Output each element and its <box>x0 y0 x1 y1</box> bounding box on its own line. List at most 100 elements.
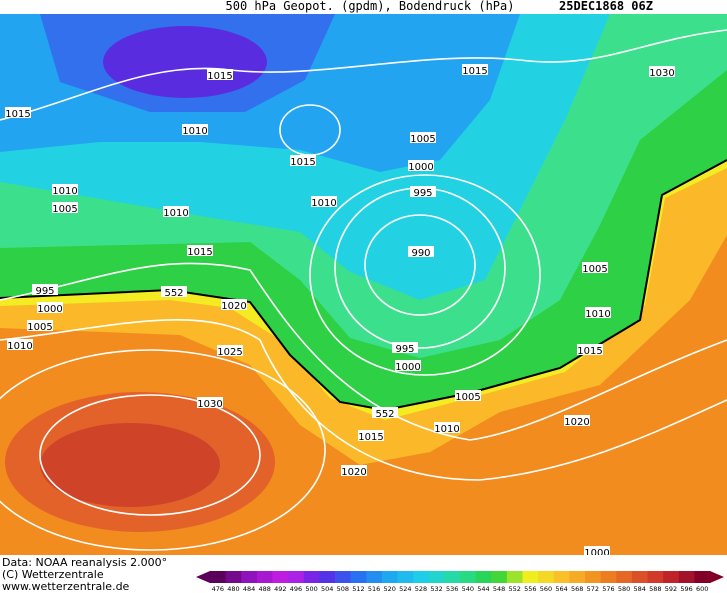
isobar-label: 1010 <box>52 186 77 197</box>
isobar-label-bg <box>392 342 418 353</box>
isobar-label-bg <box>163 206 189 217</box>
isobar-label-bg <box>207 69 233 80</box>
colorbar-segment <box>491 571 508 583</box>
colorbar-label: 528 <box>415 585 427 593</box>
isobar-label-bg <box>197 397 223 408</box>
colorbar-label: 592 <box>665 585 677 593</box>
colorbar-segment <box>678 571 695 583</box>
isobar-label: 1020 <box>221 301 246 312</box>
isobar-label: 995 <box>413 188 432 199</box>
colorbar-segment <box>460 571 477 583</box>
isobar-label: 1010 <box>585 309 610 320</box>
isobar-label: 1015 <box>5 109 30 120</box>
colorbar-segment <box>616 571 633 583</box>
colorbar-arrow-right <box>710 571 724 583</box>
isobar-label: 1015 <box>462 66 487 77</box>
colorbar: 476 480 484 488 492 496 500 504 508 512 516 520 524 5… <box>196 571 724 593</box>
colorbar-label: 544 <box>477 585 489 593</box>
isobar-label: 1015 <box>358 432 383 443</box>
isobar-label-bg <box>7 339 33 350</box>
colorbar-label: 572 <box>587 585 599 593</box>
colorbar-label: 552 <box>508 585 520 593</box>
isobar-label-bg <box>161 286 187 297</box>
colorbar-label: 508 <box>337 585 349 593</box>
isobar-label-bg <box>32 284 58 295</box>
isobar-label: 1010 <box>182 126 207 137</box>
credit-copyright: (C) Wetterzentrale <box>2 568 104 581</box>
isobar-label: 1000 <box>408 162 433 173</box>
isobar-label-bg <box>577 344 603 355</box>
isobar-label-bg <box>372 407 398 418</box>
isobar-label-bg <box>408 160 434 171</box>
colorbar-segment <box>319 571 336 583</box>
colorbar-label: 560 <box>540 585 552 593</box>
colorbar-segment <box>397 571 414 583</box>
isobar-label-bg <box>455 390 481 401</box>
isobar-label: 1005 <box>582 264 607 275</box>
isobar-label-bg <box>52 202 78 213</box>
isobar-label-bg <box>37 302 63 313</box>
colorbar-label: 548 <box>493 585 505 593</box>
isobar-label-bg <box>564 415 590 426</box>
colorbar-label: 480 <box>227 585 239 593</box>
isobar-label: 1020 <box>564 417 589 428</box>
colorbar-label: 520 <box>383 585 395 593</box>
isobar-label: 552 <box>164 288 183 299</box>
isobar-label-bg <box>290 155 316 166</box>
isobar-label: 1010 <box>311 198 336 209</box>
isobar-label-bg <box>52 184 78 195</box>
colorbar-label: 488 <box>258 585 270 593</box>
field-dark-red <box>40 423 220 507</box>
isobar-label: 1020 <box>341 467 366 478</box>
map-title: 500 hPa Geopot. (gpdm), Bodendruck (hPa) <box>226 0 515 13</box>
isobar-label: 1000 <box>584 548 609 559</box>
colorbar-segment <box>256 571 273 583</box>
isobar-label: 1005 <box>410 134 435 145</box>
isobar-label-bg <box>408 246 434 257</box>
isobar-label-bg <box>584 546 610 557</box>
credit-data: Data: NOAA reanalysis 2.000° <box>2 556 167 569</box>
credit-url: www.wetterzentrale.de <box>2 580 130 593</box>
isobar-label-bg <box>341 465 367 476</box>
colorbar-segment <box>428 571 445 583</box>
isobar-label-bg <box>182 124 208 135</box>
colorbar-label: 588 <box>649 585 661 593</box>
isobar-label-bg <box>358 430 384 441</box>
isobar-label-bg <box>5 107 31 118</box>
colorbar-segment <box>225 571 242 583</box>
colorbar-label: 484 <box>243 585 255 593</box>
isobar-label-bg <box>410 186 436 197</box>
isobar-label: 552 <box>375 409 394 420</box>
field-purple <box>103 26 267 98</box>
colorbar-label: 516 <box>368 585 380 593</box>
colorbar-segment <box>381 571 398 583</box>
colorbar-label: 580 <box>618 585 630 593</box>
colorbar-label: 584 <box>633 585 645 593</box>
colorbar-arrow-left <box>196 571 210 583</box>
colorbar-segment <box>444 571 461 583</box>
isobar-label-bg <box>434 422 460 433</box>
isobar-label: 1000 <box>395 362 420 373</box>
map-field <box>0 14 727 555</box>
colorbar-segment <box>538 571 555 583</box>
colorbar-segment <box>303 571 320 583</box>
isobar-label-bg <box>585 307 611 318</box>
colorbar-label: 500 <box>305 585 317 593</box>
colorbar-segment <box>600 571 617 583</box>
colorbar-segment <box>350 571 367 583</box>
isobar-label: 1015 <box>290 157 315 168</box>
map-date: 25DEC1868 06Z <box>559 0 653 13</box>
isobar-label: 1010 <box>434 424 459 435</box>
isobar-label: 1030 <box>649 68 674 79</box>
isobar-label: 1015 <box>577 346 602 357</box>
colorbar-label: 564 <box>555 585 567 593</box>
isobar-label-bg <box>410 132 436 143</box>
isobar-label-bg <box>395 360 421 371</box>
colorbar-segment <box>506 571 523 583</box>
colorbar-segment <box>241 571 258 583</box>
isobar-label: 1025 <box>217 347 242 358</box>
isobar-label: 1005 <box>27 322 52 333</box>
colorbar-segment <box>210 571 227 583</box>
colorbar-segment <box>569 571 586 583</box>
